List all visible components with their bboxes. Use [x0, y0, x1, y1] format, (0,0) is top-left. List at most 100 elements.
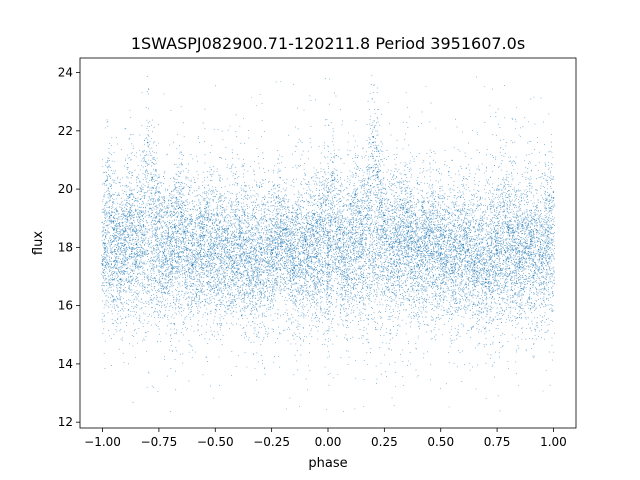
data-point: [158, 314, 160, 316]
data-point: [144, 230, 146, 232]
data-point: [108, 176, 110, 177]
data-point: [335, 233, 337, 235]
data-point: [375, 220, 377, 222]
data-point: [332, 183, 334, 185]
data-point: [141, 282, 143, 283]
data-point: [145, 252, 147, 254]
data-point: [363, 269, 365, 271]
data-point: [108, 262, 110, 264]
data-point: [380, 201, 382, 203]
data-point: [364, 250, 366, 252]
data-point: [335, 299, 337, 301]
data-point: [150, 221, 152, 223]
data-point: [137, 246, 139, 248]
data-point: [119, 226, 121, 228]
data-point: [378, 209, 379, 211]
data-point: [343, 230, 345, 232]
data-point: [334, 176, 336, 178]
data-point: [341, 250, 343, 252]
data-point: [126, 176, 128, 178]
data-point: [377, 187, 379, 189]
data-point: [345, 186, 347, 188]
data-point: [367, 179, 369, 181]
data-point: [334, 180, 336, 182]
data-point: [332, 135, 334, 137]
data-point: [136, 176, 138, 178]
data-point: [378, 216, 380, 218]
data-point: [125, 253, 127, 255]
data-point: [112, 241, 113, 242]
data-point: [382, 198, 384, 200]
data-point: [341, 276, 342, 278]
data-point: [122, 230, 124, 232]
data-point: [333, 243, 335, 245]
data-point: [124, 165, 125, 167]
data-point: [354, 316, 356, 318]
data-point: [113, 237, 115, 239]
data-point: [371, 124, 373, 126]
data-point: [148, 108, 150, 110]
data-point: [112, 204, 114, 206]
data-point: [110, 266, 112, 268]
data-point: [107, 240, 109, 242]
data-point: [133, 244, 135, 246]
data-point: [156, 204, 158, 206]
data-point: [363, 264, 364, 266]
data-point: [151, 263, 153, 265]
data-point: [350, 255, 352, 257]
data-point: [374, 317, 376, 319]
data-point: [126, 206, 128, 207]
data-point: [375, 155, 377, 157]
data-point: [141, 225, 143, 227]
data-point: [379, 234, 381, 236]
data-point: [351, 297, 353, 299]
data-point: [113, 199, 115, 200]
data-point: [158, 181, 160, 183]
data-point: [363, 335, 365, 337]
data-point: [125, 250, 127, 252]
data-point: [147, 253, 149, 255]
data-point: [360, 297, 362, 298]
data-point: [330, 339, 331, 341]
data-point: [117, 319, 119, 320]
data-point: [132, 224, 134, 226]
data-point: [335, 169, 337, 171]
data-point: [359, 301, 361, 303]
data-point: [155, 217, 157, 219]
data-point: [125, 159, 127, 161]
data-point: [149, 121, 151, 123]
data-point: [367, 319, 369, 321]
data-point: [340, 269, 342, 271]
data-point: [346, 239, 348, 241]
data-point: [135, 248, 137, 250]
data-point: [365, 216, 367, 218]
data-point: [329, 234, 331, 236]
data-point: [354, 270, 356, 272]
data-point: [374, 263, 376, 265]
data-point: [368, 182, 370, 184]
data-point: [370, 235, 371, 237]
data-point: [119, 249, 121, 251]
data-point: [369, 108, 370, 110]
data-point: [343, 279, 344, 281]
data-point: [342, 320, 344, 322]
data-point: [137, 208, 139, 210]
data-point: [370, 188, 372, 190]
data-point: [345, 261, 347, 263]
data-point: [139, 216, 141, 218]
data-point: [137, 211, 139, 213]
data-point: [127, 157, 129, 159]
data-point: [349, 249, 351, 251]
data-point: [108, 301, 110, 303]
data-point: [327, 261, 329, 263]
data-point: [349, 273, 351, 275]
data-point: [354, 282, 356, 284]
data-point: [364, 250, 366, 251]
data-point: [155, 227, 156, 229]
data-point: [353, 284, 355, 286]
data-point: [335, 301, 337, 303]
data-point: [348, 277, 350, 279]
data-point: [364, 202, 366, 204]
data-point: [144, 209, 146, 211]
data-point: [131, 280, 133, 282]
